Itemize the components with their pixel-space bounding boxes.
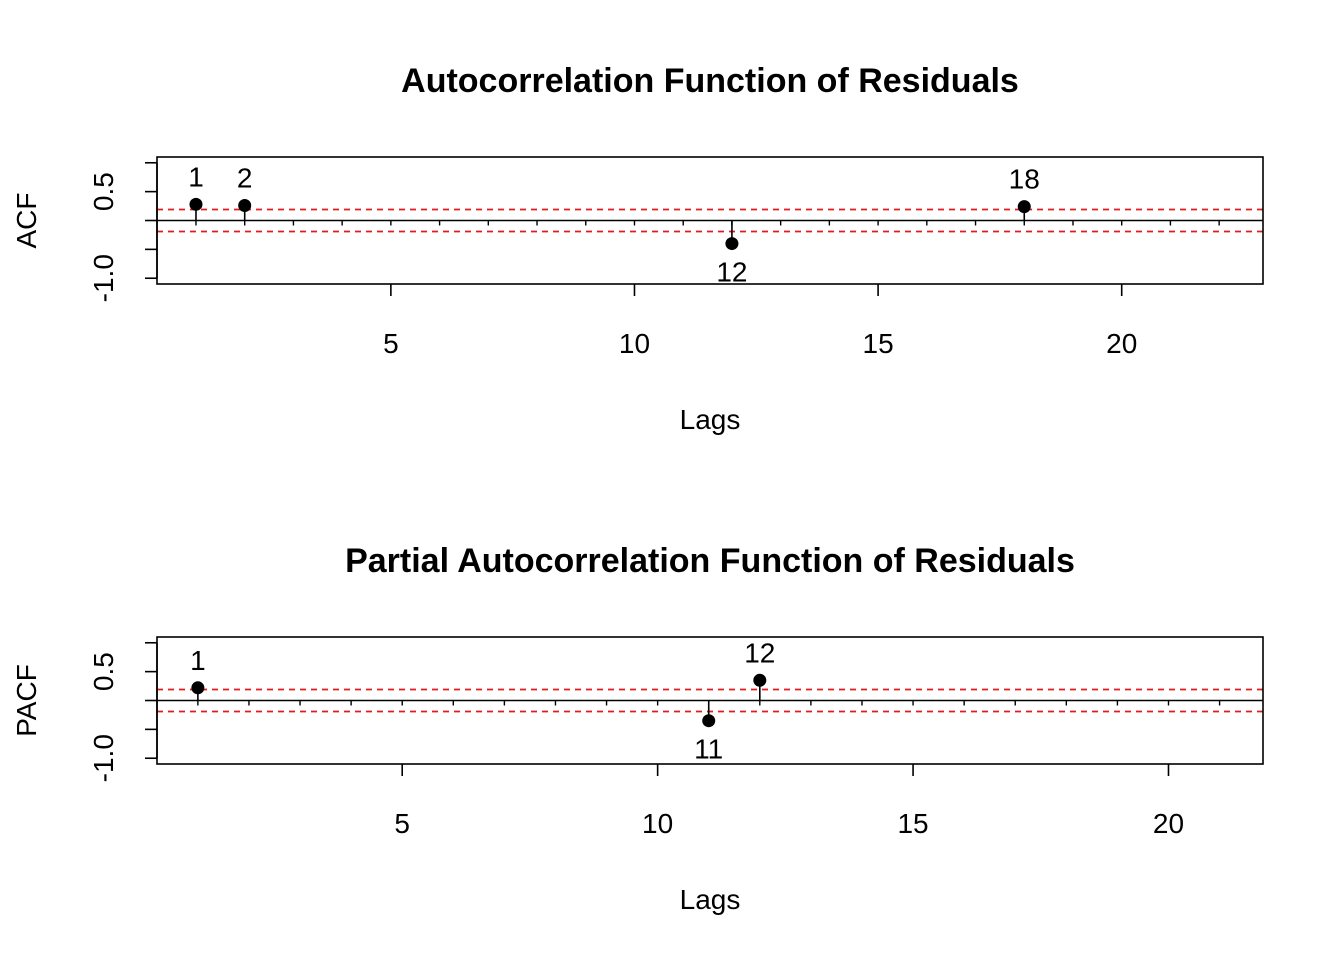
point-label: 1 [188,161,204,192]
point-label: 18 [1009,164,1040,195]
point-label: 1 [190,645,206,676]
chart-title: Partial Autocorrelation Function of Resi… [345,542,1075,580]
x-tick-label: 20 [1153,808,1184,839]
point-label: 12 [716,257,747,288]
data-point [191,681,205,695]
data-point [725,237,739,251]
point-label: 2 [237,162,253,193]
y-tick-label: -1.0 [88,254,119,302]
x-tick-label: 5 [383,328,399,359]
x-tick-label: 15 [863,328,894,359]
y-tick-label: 0.5 [88,652,119,691]
x-tick-label: 10 [642,808,673,839]
chart-panel-pacf: Partial Autocorrelation Function of Resi… [11,542,1264,915]
data-point [753,673,767,687]
data-point [1017,200,1031,214]
point-label: 11 [694,734,723,765]
x-tick-label: 5 [394,808,410,839]
y-tick-label: -1.0 [88,734,119,782]
x-tick-label: 15 [897,808,928,839]
x-tick-label: 10 [619,328,650,359]
point-label: 12 [744,637,775,668]
y-axis-label: PACF [11,664,42,737]
x-tick-label: 20 [1106,328,1137,359]
x-axis-label: Lags [680,884,741,915]
data-point [702,714,716,728]
chart-title: Autocorrelation Function of Residuals [401,62,1019,100]
data-point [189,197,203,211]
x-axis-label: Lags [680,404,741,435]
y-tick-label: 0.5 [88,172,119,211]
y-axis-label: ACF [11,193,42,249]
data-point [238,198,252,212]
